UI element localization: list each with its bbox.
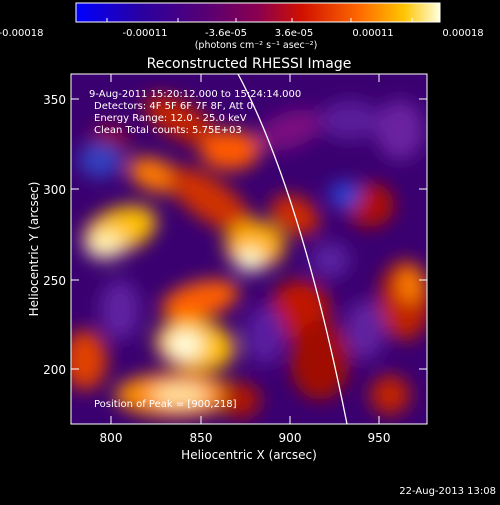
info-clean-counts: Clean Total counts: 5.75E+03	[94, 125, 242, 136]
axis-ticks	[71, 74, 427, 424]
plot-title: Reconstructed RHESSI Image	[147, 56, 352, 72]
emission-blob	[200, 130, 260, 170]
emission-blob	[329, 181, 361, 209]
emission-blob	[161, 279, 239, 321]
colorbar-tick-label: -3.6e-05	[205, 28, 247, 39]
x-axis-label: Heliocentric X (arcsec)	[181, 448, 317, 462]
emission-blob	[245, 305, 285, 365]
x-tick-label: 950	[368, 431, 391, 445]
info-time-range: 9-Aug-2011 15:20:12.000 to 15:24:14.000	[89, 89, 301, 100]
image-map	[71, 74, 427, 424]
x-tick-label: 900	[279, 431, 302, 445]
emission-blob	[167, 166, 253, 234]
emission-blob	[220, 382, 260, 418]
colorbar-units: (photons cm⁻² s⁻¹ asec⁻²)	[195, 40, 318, 51]
emission-blob	[100, 280, 140, 340]
y-axis-label: Heliocentric Y (arcsec)	[27, 182, 41, 317]
emission-blob	[398, 267, 422, 303]
x-tick-label: 800	[100, 431, 123, 445]
emission-blob	[71, 330, 107, 390]
emission-blob	[376, 100, 424, 160]
emission-blob	[370, 375, 410, 415]
solar-limb-line	[237, 74, 348, 424]
emission-blob	[290, 320, 350, 400]
colorbar-tick-label: 0.00011	[352, 28, 393, 39]
colorbar	[75, 2, 441, 23]
footer-timestamp: 22-Aug-2013 13:08	[399, 486, 496, 497]
y-tick-label: 300	[43, 183, 66, 197]
emission-blob	[78, 142, 122, 178]
colorbar-ticks	[106, 18, 413, 22]
colorbar-tick-label: -0.00011	[123, 28, 168, 39]
emission-blob	[152, 383, 208, 407]
emission-blob	[345, 300, 385, 360]
emission-blob	[144, 94, 216, 146]
emission-blob	[236, 248, 264, 272]
y-tick-label: 250	[43, 274, 66, 288]
colorbar-tick-label: 0.00018	[442, 28, 483, 39]
y-tick-label: 350	[43, 93, 66, 107]
info-energy-range: Energy Range: 12.0 - 25.0 keV	[94, 113, 247, 124]
emission-blob	[310, 242, 350, 278]
colorbar-tick-label: -0.00018	[0, 28, 43, 39]
colorbar-tick-label: 3.6e-05	[275, 28, 313, 39]
info-detectors: Detectors: 4F 5F 6F 7F 8F, Att 0	[94, 101, 253, 112]
y-tick-label: 200	[43, 363, 66, 377]
plot-frame	[70, 73, 428, 425]
emission-blob	[167, 331, 203, 359]
emission-blob	[85, 231, 125, 259]
x-tick-label: 850	[190, 431, 213, 445]
emission-blob	[320, 100, 380, 140]
emission-blob	[257, 109, 323, 151]
info-peak-position: Position of Peak = [900,218]	[94, 399, 237, 410]
emission-blob	[128, 157, 182, 193]
